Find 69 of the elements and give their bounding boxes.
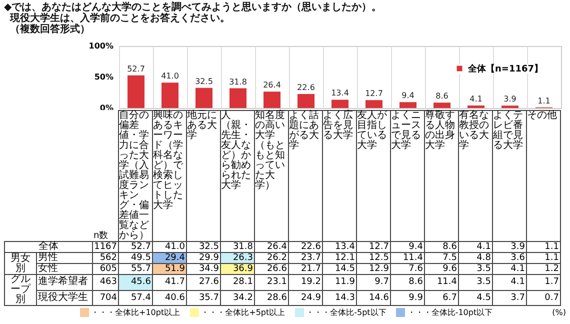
bar bbox=[298, 94, 314, 108]
text: 4.1 bbox=[470, 94, 482, 104]
category-label: 自分の偏差値・学力に合った大学（入試難易度ランキング・偏差値一覧などから） bbox=[119, 110, 149, 241]
text: 32.5 bbox=[198, 242, 219, 252]
bar bbox=[400, 102, 416, 108]
text: 3.9 bbox=[504, 94, 516, 104]
bar bbox=[332, 100, 348, 108]
y-tick-label: 100% bbox=[88, 42, 114, 50]
text: 現役大学生 704 57.4 40.6 35.7 34.2 28.6 24.9 14.3 14.6 9.9 6.7 4.5 3.7 0.7 bbox=[38, 292, 559, 303]
text: 31.8 bbox=[232, 242, 253, 252]
text: 13.4 bbox=[331, 88, 349, 98]
text: 41.0 bbox=[161, 72, 179, 81]
text: 12.7 bbox=[368, 242, 389, 252]
x-tick-label: よくニュースで見る大学 bbox=[390, 110, 424, 242]
x-tick-label: よく広告を見る大学 bbox=[322, 110, 356, 242]
text: ・・・全体比+5pt以上 bbox=[201, 308, 286, 317]
text: 12.7 bbox=[365, 89, 383, 98]
text: 男性 562 49.5 29.4 29.9 26.3 26.2 23.7 12.1 12.5 11.4 7.5 4.8 3.6 1.1 bbox=[38, 252, 559, 263]
text: (%) bbox=[552, 307, 566, 319]
bar bbox=[230, 88, 246, 108]
x-tick-label: 知名度の高い大学（もともと知っていた大学） bbox=[254, 110, 288, 242]
text: ・・・全体比-5pt以下 bbox=[306, 308, 386, 317]
text: 26.4 bbox=[266, 242, 287, 252]
text: 進学希望者 463 45.6 41.7 27.6 28.1 23.1 19.2 11.9 9.7 8.6 11.4 3.5 4.1 1.7 bbox=[38, 276, 559, 288]
text: 22.6 bbox=[300, 242, 321, 252]
text: 41.0 bbox=[164, 242, 185, 252]
legend-label: 全体【n=1167】 bbox=[467, 64, 543, 74]
text: 8.6 bbox=[436, 92, 448, 101]
text: ・・・全体比+10pt以上 bbox=[91, 308, 180, 317]
category-label: 興味のあるキーワード（学科名など）で検索してヒットした大学 bbox=[153, 110, 183, 211]
bar bbox=[366, 100, 382, 108]
bar bbox=[162, 82, 178, 108]
text: 32.5 bbox=[195, 76, 213, 86]
bar bbox=[264, 92, 280, 108]
text: 31.8 bbox=[229, 77, 247, 86]
text: 8.6 bbox=[442, 242, 457, 252]
text: 3.9 bbox=[510, 242, 525, 252]
text: 22.6 bbox=[297, 82, 315, 92]
chart-subtitle: 現役大学生は、入学前のことをお答えください。 bbox=[8, 13, 231, 24]
text: 26.4 bbox=[263, 80, 281, 90]
text: 52.7 bbox=[130, 242, 151, 252]
text: 1.1 bbox=[538, 96, 550, 106]
text: 4.1 bbox=[476, 242, 491, 252]
text: 9.4 bbox=[408, 242, 423, 252]
text: 1.1 bbox=[544, 242, 559, 252]
x-tick-label: その他 bbox=[526, 110, 560, 242]
bar bbox=[128, 75, 144, 108]
x-tick-label: 尊敬する人物の出身大学 bbox=[424, 110, 458, 242]
text: 全体 1167 bbox=[38, 241, 117, 252]
x-tick-label: 有名な教授のいる大学 bbox=[458, 110, 492, 242]
text: 9.4 bbox=[402, 91, 414, 100]
x-tick-label: 人（親・先生・友人など）から勧められた大学 bbox=[220, 110, 254, 242]
x-tick-label: 地元にある大学 bbox=[186, 110, 220, 242]
bar bbox=[434, 102, 450, 108]
y-tick-label: 50% bbox=[94, 72, 114, 82]
bar bbox=[196, 88, 212, 108]
text: 女性 605 55.7 51.9 34.9 36.9 26.6 21.7 14.5 12.9 7.6 9.6 3.5 4.1 1.2 bbox=[38, 263, 559, 274]
x-tick-label: よくテレビ番組で見る大学 bbox=[492, 110, 526, 242]
text: 男女別 bbox=[4, 252, 36, 274]
text: 13.4 bbox=[334, 242, 355, 252]
bar bbox=[468, 105, 484, 108]
text: グループ別 bbox=[4, 274, 36, 306]
chart-title: ◆では、あなたはどんな大学のことを調べてみようと思いますか（思いましたか）。 bbox=[4, 2, 382, 13]
text: n数 bbox=[94, 231, 108, 241]
text: 52.7 bbox=[127, 64, 145, 74]
x-tick-label: 友人が目指している大学 bbox=[356, 110, 390, 242]
text: （複数回答形式） bbox=[9, 24, 91, 35]
x-tick-label: よく話題にあがる大学 bbox=[288, 110, 322, 242]
text: ・・・全体比-10pt以下 bbox=[407, 308, 493, 317]
